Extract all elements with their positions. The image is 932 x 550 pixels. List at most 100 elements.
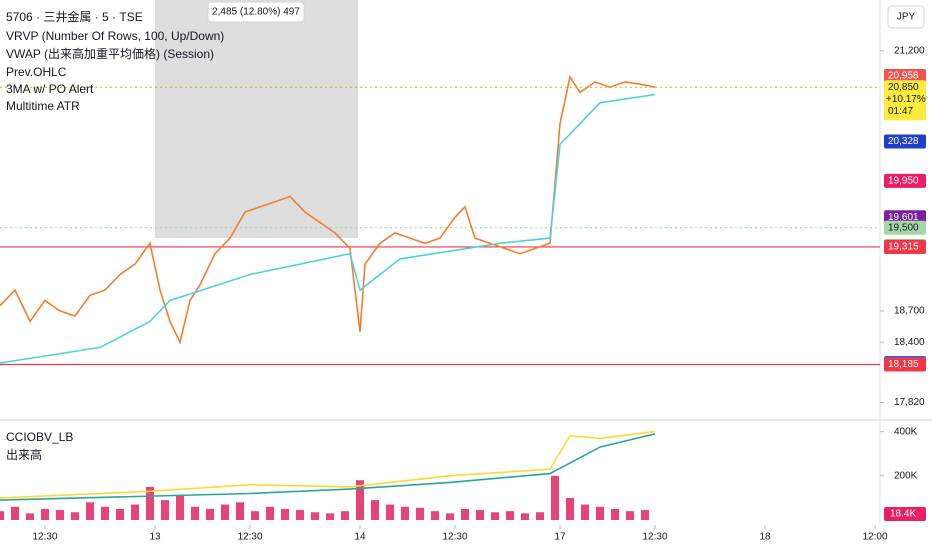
- price-label: 20,328: [888, 136, 919, 147]
- volume-bar: [551, 475, 559, 520]
- volume-bar: [401, 506, 409, 520]
- price-label: 19,500: [888, 222, 919, 233]
- volume-bar: [356, 480, 364, 520]
- x-tick-label: 12:30: [32, 532, 57, 543]
- legend-item: Prev.OHLC: [6, 65, 67, 79]
- volume-bar: [281, 508, 289, 520]
- legend: 5706 · 三井金属 · 5 · TSE VRVP (Number Of Ro…: [6, 9, 224, 462]
- volume-bar: [431, 511, 439, 520]
- volume-bar: [311, 512, 319, 520]
- legend-item: 5706 · 三井金属 · 5 · TSE: [6, 9, 143, 24]
- y-tick-label: 200K: [894, 470, 918, 481]
- currency[interactable]: JPY: [897, 12, 916, 23]
- volume-bar: [566, 497, 574, 520]
- volume-bar: [251, 511, 259, 520]
- price-label-box: [884, 134, 926, 149]
- legend-item: 出来高: [6, 447, 42, 462]
- x-tick-label: 12:30: [442, 532, 467, 543]
- legend-item: 3MA w/ PO Alert: [6, 82, 94, 96]
- volume-bar: [506, 511, 514, 520]
- volume-bar: [521, 513, 529, 520]
- x-tick-label: 17: [554, 532, 566, 543]
- volume-bar: [146, 486, 154, 520]
- volume-bar: [596, 506, 604, 520]
- volume-bar: [116, 508, 124, 520]
- volume-bar: [446, 513, 454, 520]
- x-tick-label: 12:00: [862, 532, 887, 543]
- volume-bar: [56, 510, 64, 520]
- tooltip-box: [207, 1, 305, 23]
- volume-bar: [611, 508, 619, 520]
- volume-label-box: [884, 507, 926, 521]
- price-label-box: [884, 239, 926, 254]
- volume-bar: [131, 504, 139, 520]
- volume-bar: [581, 504, 589, 520]
- series-line: [0, 74, 656, 345]
- series-line: [0, 430, 656, 499]
- volume-bar: [86, 502, 94, 520]
- y-tick-label: 400K: [894, 426, 918, 437]
- volume-bar: [386, 504, 394, 520]
- volume-bar: [461, 508, 469, 520]
- currency-button[interactable]: [887, 5, 925, 29]
- volume-bar: [236, 502, 244, 520]
- series-line: [0, 433, 656, 501]
- x-tick-label: 12:30: [642, 532, 667, 543]
- volume-bar: [206, 508, 214, 520]
- volume-bar: [71, 512, 79, 520]
- y-tick-label: 18,700: [894, 306, 925, 317]
- price-label: 20,958: [888, 71, 919, 82]
- selection-range: [155, 0, 358, 238]
- volume-bar: [41, 508, 49, 520]
- volume-bar: [626, 511, 634, 520]
- volume-bar: [11, 506, 19, 520]
- volume-label: 18.4K: [890, 509, 916, 520]
- legend-item: VRVP (Number Of Rows, 100, Up/Down): [6, 29, 224, 43]
- price-label: 19,601: [888, 212, 919, 223]
- volume-bar: [476, 510, 484, 520]
- tooltip: 2,485 (12.80%) 497: [212, 7, 300, 18]
- volume-bar: [341, 511, 349, 520]
- x-tick-label: 13: [149, 532, 161, 543]
- volume-bar: [371, 500, 379, 520]
- price-label: 18,185: [888, 359, 919, 370]
- volume-bar: [416, 507, 424, 520]
- series-line: [0, 93, 656, 364]
- current-price-box: [884, 80, 926, 121]
- volume-bar: [26, 513, 34, 520]
- volume-bar: [101, 506, 109, 520]
- volume-bar: [326, 513, 334, 520]
- legend-item: CCIOBV_LB: [6, 430, 73, 444]
- current-price: 20,850: [888, 82, 919, 93]
- price-label: 19,950: [888, 176, 919, 187]
- y-tick-label: 21,200: [894, 45, 925, 56]
- y-tick-label: 18,400: [894, 337, 925, 348]
- price-label-box: [884, 220, 926, 235]
- legend-item: Multitime ATR: [6, 99, 80, 113]
- volume-bar: [221, 504, 229, 520]
- x-tick-label: 12:30: [237, 532, 262, 543]
- volume-bar: [641, 510, 649, 520]
- price-label-box: [884, 210, 926, 225]
- y-tick-label: 17,820: [894, 397, 925, 408]
- plot: 21,200 18,700 18,400 17,820 12:30 13 12:30 14 12…: [0, 45, 926, 543]
- current-change: +10.17%: [886, 94, 926, 105]
- price-label-box: [884, 357, 926, 372]
- x-tick-label: 14: [354, 532, 366, 543]
- volume-bar: [491, 512, 499, 520]
- price-label-box: [884, 68, 926, 83]
- x-tick-label: 18: [759, 532, 771, 543]
- volume-bar: [176, 495, 184, 520]
- legend-item: VWAP (出来高加重平均価格) (Session): [6, 46, 214, 61]
- price-label: 19,315: [888, 242, 919, 253]
- volume-bar: [191, 506, 199, 520]
- volume-bar: [0, 511, 4, 520]
- current-time: 01:47: [888, 106, 913, 117]
- volume-bar: [536, 512, 544, 520]
- volume-bar: [296, 510, 304, 520]
- volume-bar: [161, 500, 169, 520]
- volume-bar: [266, 506, 274, 520]
- price-label-box: [884, 173, 926, 188]
